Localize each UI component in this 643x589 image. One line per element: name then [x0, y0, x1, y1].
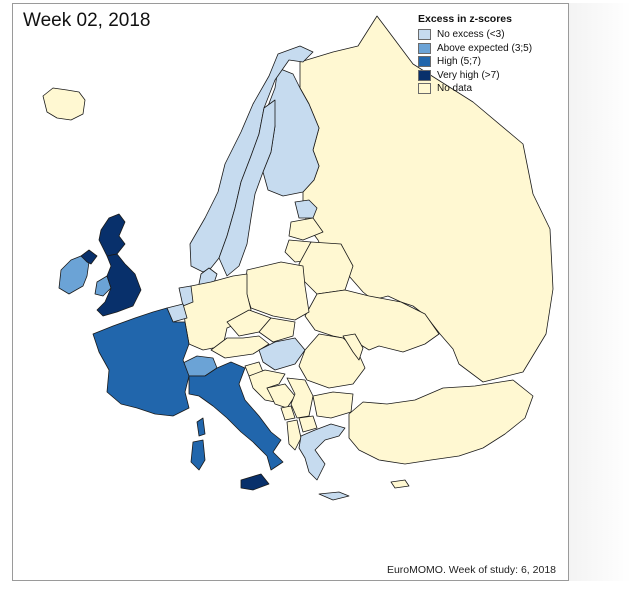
- region-corsica: [196, 417, 206, 437]
- region-turkey: [348, 379, 534, 465]
- region-iceland: [42, 87, 86, 121]
- region-poland: [244, 261, 310, 321]
- map-title: Week 02, 2018: [23, 10, 151, 31]
- legend-item: Very high (>7): [418, 69, 558, 83]
- legend-title: Excess in z-scores: [418, 13, 512, 25]
- region-greece: [298, 423, 346, 481]
- region-bosnia: [266, 383, 296, 409]
- map-legend: Excess in z-scores No excess (<3) Above …: [418, 13, 558, 96]
- region-sicily: [240, 473, 270, 491]
- region-slovakia: [258, 317, 296, 343]
- region-latvia: [288, 217, 324, 241]
- region-estonia: [294, 199, 318, 219]
- legend-swatch: [418, 29, 431, 41]
- legend-item: Above expected (3;5): [418, 42, 558, 56]
- legend-item: No excess (<3): [418, 28, 558, 42]
- legend-label: High (5;7): [437, 56, 481, 68]
- region-austria: [210, 335, 270, 359]
- legend-swatch: [418, 56, 431, 68]
- legend-item: No data: [418, 82, 558, 96]
- region-bulgaria: [312, 391, 354, 419]
- region-wales: [94, 275, 112, 297]
- region-north-macedonia: [298, 415, 318, 433]
- page-margin: [569, 3, 631, 581]
- europe-map: [42, 15, 554, 501]
- legend-item: High (5;7): [418, 55, 558, 69]
- region-romania: [298, 333, 366, 389]
- region-serbia: [286, 377, 314, 419]
- region-crete: [318, 491, 350, 501]
- region-sweden: [218, 99, 276, 277]
- region-montenegro: [280, 405, 296, 421]
- legend-label: No data: [437, 83, 473, 95]
- region-cyprus: [390, 479, 410, 489]
- region-albania: [286, 419, 302, 451]
- region-sardinia: [190, 439, 206, 471]
- region-england: [96, 253, 142, 317]
- legend-swatch: [418, 69, 431, 81]
- legend-label: Above expected (3;5): [437, 42, 533, 54]
- region-italy: [188, 361, 284, 471]
- legend-swatch: [418, 83, 431, 95]
- region-france: [92, 307, 190, 417]
- legend-swatch: [418, 42, 431, 54]
- region-ukraine: [304, 289, 440, 353]
- region-ireland: [58, 255, 90, 295]
- legend-label: No excess (<3): [437, 29, 505, 41]
- region-moldova: [342, 333, 364, 361]
- region-netherlands: [178, 285, 194, 307]
- legend-label: Very high (>7): [437, 69, 500, 81]
- region-hungary: [258, 337, 306, 371]
- region-scotland: [98, 213, 126, 257]
- map-frame: Week 02, 2018 Excess in z-scores No exce…: [12, 3, 569, 581]
- region-northern-ireland: [80, 249, 98, 265]
- source-note: EuroMOMO. Week of study: 6, 2018: [386, 564, 556, 576]
